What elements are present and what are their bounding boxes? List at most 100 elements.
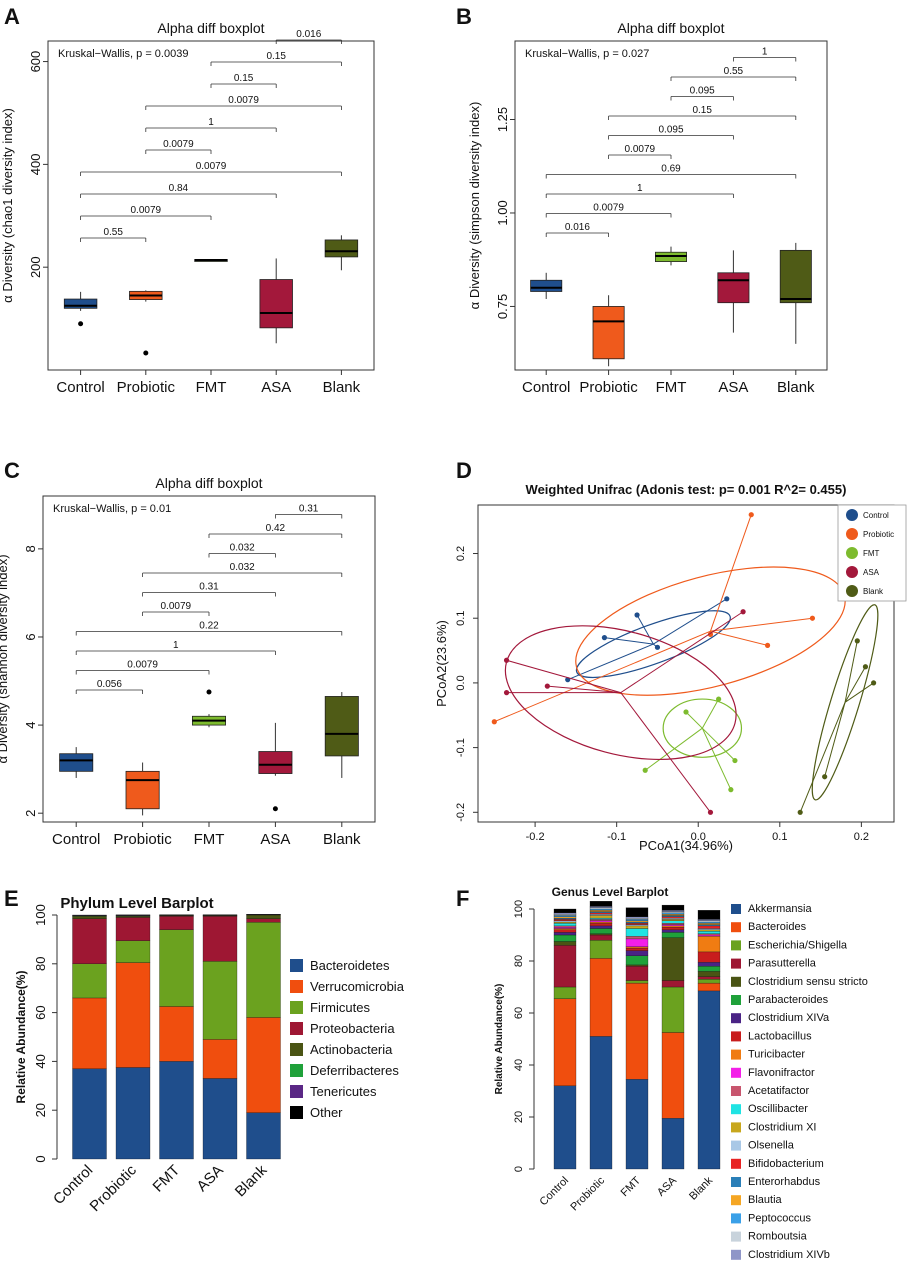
p-value-label: 0.0079 — [163, 139, 194, 150]
y-tick-label: 20 — [33, 1103, 48, 1117]
p-value-label: 1 — [208, 117, 214, 128]
bar-segment-verrucomicrobia — [115, 962, 151, 1068]
sample-point — [871, 680, 877, 686]
legend-swatch-akkermansia — [731, 904, 741, 914]
spoke-line — [644, 727, 703, 771]
y-tick-label: 100 — [33, 904, 48, 926]
bar-segment-firmicutes — [202, 961, 238, 1040]
bar-segment-akkermansia — [589, 1036, 613, 1170]
bar-segment-bacteroides — [625, 982, 649, 1080]
bar-segment-clostridium-xiva — [553, 932, 577, 936]
outlier-point — [143, 350, 149, 356]
legend-swatch-oscillibacter — [731, 1104, 741, 1115]
bar-segment-oscillibacter — [661, 920, 685, 924]
confidence-ellipse — [575, 610, 731, 679]
comparison-0-1: 0.016 — [545, 222, 609, 237]
stacked-bar-panel-f: Genus Level Barplot 0 20 40 60 80 100 Relative … — [494, 885, 868, 1268]
legend-label-control: Control — [863, 511, 889, 520]
outlier-point — [78, 321, 84, 327]
bar-segment-actinobacteria — [72, 916, 107, 919]
bar-segment-bifidobacterium — [589, 912, 613, 915]
box-probiotic — [592, 295, 625, 367]
y-tick-label: 100 — [513, 900, 525, 918]
bar-segment-lactobacillus — [661, 927, 685, 930]
x-category-fmt: FMT — [194, 831, 225, 848]
legend-label-tenericutes: Tenericutes — [310, 1084, 377, 1099]
y-tick-label: 0 — [33, 1155, 48, 1162]
bar-segment-turicibacter — [589, 921, 613, 924]
chart-title: Weighted Unifrac (Adonis test: p= 0.001 … — [526, 482, 847, 497]
legend-swatch-tenericutes — [290, 1085, 303, 1098]
legend-label-bacteroides: Bacteroides — [748, 921, 807, 933]
bar-segment-bacteroidetes — [115, 1067, 151, 1160]
p-value-label: 0.84 — [169, 183, 189, 194]
bar-segment-blautia — [589, 910, 613, 912]
x-category-blank: Blank — [323, 379, 361, 396]
legend-label-parasutterella: Parasutterella — [748, 958, 817, 970]
legend-label-turicibacter: Turicibacter — [748, 1049, 805, 1061]
bar-segment-clostridium-xivb — [625, 916, 649, 919]
legend-swatch-blautia — [731, 1195, 741, 1206]
group-blank — [797, 604, 879, 815]
comparison-1-4: 0.15 — [608, 105, 797, 120]
bar-segment-bacteroidetes — [72, 1068, 107, 1160]
x-tick-label: 0.1 — [772, 831, 787, 843]
y-axis-label: Relative Abundance(%) — [14, 971, 28, 1104]
bar-segment-romboutsia — [625, 917, 649, 920]
legend-swatch-probiotic — [846, 528, 858, 540]
y-tick-label: 0.1 — [455, 611, 467, 626]
sample-point — [748, 512, 754, 518]
bar-segment-clostridium-xivb — [661, 910, 685, 912]
plot-frame — [47, 40, 375, 371]
bar-segment-bacteroides — [661, 1032, 685, 1119]
spoke-line — [701, 727, 732, 790]
box-control — [530, 272, 563, 299]
box-blank — [324, 235, 359, 271]
bar-segment-clostridium-xiva — [589, 925, 613, 929]
bar-segment-parabacteroides — [625, 955, 649, 966]
comparison-1-3: 0.31 — [142, 582, 276, 597]
bar-segment-parasutterella — [553, 945, 577, 988]
legend-swatch-romboutsia — [731, 1231, 741, 1242]
x-category-probiotic: Probiotic — [113, 831, 172, 848]
p-value-label: 0.095 — [658, 125, 683, 136]
legend-label-verrucomicrobia: Verrucomicrobia — [310, 979, 405, 994]
sample-point — [822, 774, 828, 780]
y-tick-label: 0.2 — [455, 546, 467, 561]
bar-segment-bifidobacterium — [553, 919, 577, 921]
sample-point — [503, 690, 510, 696]
y-axis-label: α Diversity (shannon diversity index) — [0, 554, 10, 763]
comparison-1-2: 0.0079 — [142, 601, 210, 616]
bar-segment-enterorhabdus — [553, 917, 577, 920]
x-category-fmt: FMT — [196, 379, 227, 396]
x-category-blank: Blank — [323, 831, 361, 848]
bar-segment-actinobacteria — [246, 914, 281, 919]
sample-point — [491, 719, 497, 725]
y-tick-label: 40 — [513, 1059, 525, 1071]
bar-segment-olsenella — [553, 920, 577, 923]
legend-swatch-bacteroidetes — [290, 959, 303, 972]
spoke-line — [844, 682, 874, 703]
bar-segment-peptococcus — [625, 919, 649, 921]
bar-segment-parabacteroides — [661, 932, 685, 938]
bar-segment-bacteroidetes — [246, 1112, 281, 1160]
p-value-label: 0.0079 — [127, 660, 158, 671]
y-tick-label: 6 — [23, 633, 38, 640]
legend-label-clostridium-sensu-stricto: Clostridium sensu stricto — [748, 976, 868, 988]
bar-segment-acetatifactor — [553, 925, 577, 928]
bar-segment-lactobacillus — [589, 923, 613, 927]
legend-label-oscillibacter: Oscillibacter — [748, 1103, 808, 1115]
legend-swatch-olsenella — [731, 1140, 741, 1151]
legend-label-romboutsia: Romboutsia — [748, 1231, 808, 1243]
y-axis-label: Relative Abundance(%) — [494, 984, 505, 1095]
x-category-probiotic: Probiotic — [579, 379, 638, 396]
x-category-control: Control — [56, 379, 104, 396]
p-value-label: 0.0079 — [625, 144, 656, 155]
comparison-1-2: 0.0079 — [145, 139, 212, 154]
bar-segment-bifidobacterium — [625, 923, 649, 925]
bar-segment-firmicutes — [72, 963, 107, 999]
legend-swatch-turicibacter — [731, 1049, 741, 1060]
x-category-blank: Blank — [232, 1161, 271, 1200]
comparison-3-4: 0.016 — [275, 29, 342, 44]
bar-segment-clostridium-xi — [553, 921, 577, 924]
